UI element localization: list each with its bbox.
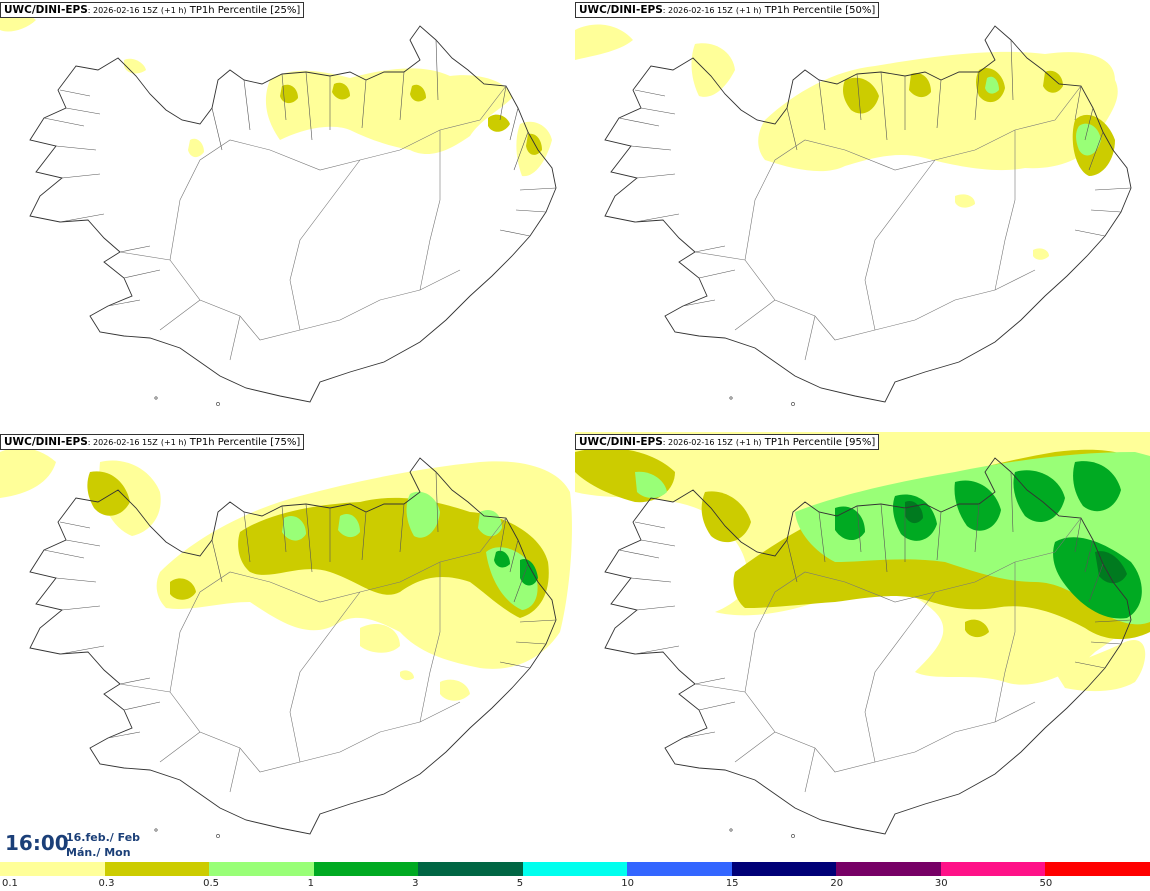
map-panel-50: UWC/DINI-EPS: 2026-02-16 15Z (+1 h) TP1h… (575, 0, 1150, 430)
run-time: : 2026-02-16 15Z (87, 6, 158, 15)
map-75 (0, 432, 575, 862)
run-time: : 2026-02-16 15Z (662, 438, 733, 447)
model-name: UWC/DINI-EPS (4, 4, 88, 16)
panel-title: UWC/DINI-EPS: 2026-02-16 15Z (+1 h) TP1h… (575, 434, 880, 450)
map-25 (0, 0, 575, 430)
map-panel-25: UWC/DINI-EPS: 2026-02-16 15Z (+1 h) TP1h… (0, 0, 575, 430)
legend-tick-label: 30 (934, 878, 948, 889)
map-panel-95: UWC/DINI-EPS: 2026-02-16 15Z (+1 h) TP1h… (575, 432, 1150, 862)
legend-tick-label: 5 (516, 878, 524, 889)
lead-time: (+1 h) (735, 6, 762, 15)
product-name: TP1h Percentile [25%] (189, 5, 301, 16)
lead-time: (+1 h) (160, 438, 187, 447)
legend-swatch (1045, 862, 1150, 876)
model-name: UWC/DINI-EPS (579, 4, 663, 16)
valid-time: 16:00 (5, 831, 69, 855)
legend-swatch (313, 862, 419, 876)
panel-title: UWC/DINI-EPS: 2026-02-16 15Z (+1 h) TP1h… (0, 2, 305, 18)
legend-swatch (627, 862, 733, 876)
legend-swatch (0, 862, 106, 876)
legend-tick-label: 0.3 (98, 878, 115, 889)
legend-swatch (836, 862, 942, 876)
legend-swatch (522, 862, 628, 876)
legend-tick-label: 15 (725, 878, 739, 889)
map-95 (575, 432, 1150, 862)
panel-title: UWC/DINI-EPS: 2026-02-16 15Z (+1 h) TP1h… (575, 2, 880, 18)
legend-tick-label: 20 (830, 878, 844, 889)
legend-tick-label: 50 (1039, 878, 1053, 889)
product-name: TP1h Percentile [75%] (189, 437, 301, 448)
lead-time: (+1 h) (160, 6, 187, 15)
legend-tick-label: 3 (412, 878, 419, 889)
legend-swatch (940, 862, 1046, 876)
legend-swatch (104, 862, 210, 876)
run-time: : 2026-02-16 15Z (87, 438, 158, 447)
lead-time: (+1 h) (735, 438, 762, 447)
model-name: UWC/DINI-EPS (4, 436, 88, 448)
legend-swatch (209, 862, 315, 876)
legend-tick-label: 10 (621, 878, 634, 889)
legend-swatch (418, 862, 524, 876)
precip-legend: 0.1 0.3 0.5 1 3 5 10 15 20 30 50 (0, 862, 1150, 891)
map-50 (575, 0, 1150, 430)
legend-tick-label: 1 (307, 878, 314, 889)
product-name: TP1h Percentile [95%] (764, 437, 876, 448)
valid-date: 16.feb./ Feb (66, 831, 141, 844)
product-name: TP1h Percentile [50%] (764, 5, 876, 16)
legend-swatch (731, 862, 837, 876)
valid-time-box: 16:00 16.feb./ Feb Mán./ Mon (0, 826, 140, 862)
legend-tick-label: 0.5 (203, 878, 219, 889)
valid-weekday: Mán./ Mon (66, 846, 131, 859)
run-time: : 2026-02-16 15Z (662, 6, 733, 15)
panel-title: UWC/DINI-EPS: 2026-02-16 15Z (+1 h) TP1h… (0, 434, 305, 450)
legend-tick-label: 0.1 (2, 878, 18, 889)
map-panel-75: UWC/DINI-EPS: 2026-02-16 15Z (+1 h) TP1h… (0, 432, 575, 862)
model-name: UWC/DINI-EPS (579, 436, 663, 448)
